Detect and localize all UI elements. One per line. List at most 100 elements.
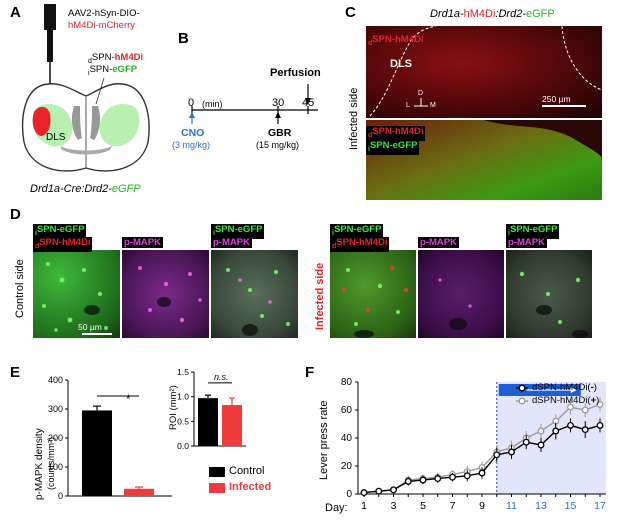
micrograph-d-control-egfp <box>33 250 120 338</box>
syringe-barrel-icon <box>47 30 53 62</box>
f-point <box>567 421 574 429</box>
f-point <box>567 403 574 411</box>
f-y-tick-label: 0 <box>346 489 352 500</box>
f-y-tick-label: 40 <box>341 433 353 444</box>
f-legend-pos-marker <box>518 397 526 405</box>
micrograph-d-control-pmapk <box>122 250 209 338</box>
orient-m: M <box>430 102 436 109</box>
f-x-tick-label: 7 <box>450 500 456 512</box>
gbr-label: GBR <box>268 127 292 139</box>
panel-label-a: A <box>10 4 21 21</box>
tag-d-i1-egfp: iSPN-eGFP <box>330 224 384 239</box>
scale-c: 250 µm <box>542 94 571 104</box>
tag-d-c2-pmapk: p-MAPK <box>122 237 163 248</box>
t30-label: 30 <box>272 97 285 109</box>
f-point <box>390 486 397 494</box>
ispn-label: iSPN-eGFP <box>88 64 138 77</box>
f-x-tick-label: 11 <box>506 500 517 512</box>
e-left-ylabel-2: (counts/mm²) <box>46 436 56 490</box>
f-cno-label: CNO <box>446 381 469 392</box>
f-y-tick-label: 60 <box>341 405 353 416</box>
f-point <box>596 400 604 408</box>
e-right-bar <box>198 398 218 446</box>
f-cno-arrowhead-icon <box>570 387 577 393</box>
time-unit: (min) <box>202 99 223 109</box>
f-xlabel: Day: <box>325 502 348 514</box>
tag-c-top: dSPN-hM4Di <box>368 34 424 47</box>
tag-d-i3-egfp: iSPN-eGFP <box>506 224 560 239</box>
f-point <box>596 421 604 429</box>
f-point <box>360 489 368 497</box>
ventricle-left-icon <box>71 106 82 140</box>
f-point <box>404 477 412 485</box>
micrograph-d-infected-merge2 <box>506 250 592 338</box>
f-y-tick-label: 80 <box>341 377 353 388</box>
micrograph-d-infected-merge1 <box>330 250 416 338</box>
ventricle-right-icon <box>90 106 101 140</box>
chart-e-left: 0 100 200 300 400 <box>48 375 172 501</box>
f-x-tick-label: 15 <box>565 500 577 512</box>
dls-label: DLS <box>46 132 66 143</box>
control-side-label: Control side <box>14 259 26 318</box>
panel-label-e: E <box>10 364 21 381</box>
syringe-body-icon <box>44 4 56 30</box>
micrograph-d-control-merge <box>211 250 298 338</box>
virus-label-2: hM4Di-mCherry <box>68 20 136 31</box>
tag-d-i2-pmapk: p-MAPK <box>418 237 459 248</box>
tag-d-c3-pmapk: p-MAPK <box>211 237 252 248</box>
f-point <box>552 427 560 435</box>
micrograph-c-top: DLS D L M 250 µm <box>366 26 602 118</box>
infected-side-label: Infected side <box>348 87 360 150</box>
e-left-tick-label: 300 <box>48 404 63 414</box>
orient-l: L <box>406 102 410 109</box>
e-left-sig: * <box>126 392 131 406</box>
f-y-tick-label: 20 <box>341 461 353 472</box>
panel-label-c: C <box>345 4 356 21</box>
legend-control-label: Control <box>229 465 265 477</box>
f-x-tick-label: 13 <box>535 500 547 512</box>
t0-label: 0 <box>188 97 195 109</box>
tag-d-i3-pmapk: p-MAPK <box>506 237 547 248</box>
corpus-icon <box>60 146 112 155</box>
e-right-tick-label: 0.0 <box>177 441 189 451</box>
e-left-tick-label: 0 <box>58 491 63 501</box>
e-left-tick-label: 400 <box>48 375 63 385</box>
f-point <box>478 469 486 477</box>
f-x-tick-label: 9 <box>479 500 485 512</box>
f-legend-pos: dSPN-hM4Di(+) <box>532 395 600 406</box>
f-ylabel: Lever press rate <box>318 400 330 480</box>
micrograph-d-infected-pmapk <box>418 250 504 338</box>
e-left-ylabel-1: p-MAPK density <box>34 428 45 500</box>
f-point <box>581 406 589 414</box>
e-left-tick-label: 100 <box>48 462 63 472</box>
brain-injection-schematic <box>21 4 150 172</box>
f-point <box>581 426 589 434</box>
dls-c-label: DLS <box>390 58 412 70</box>
chart-e-right: 0.0 0.5 1.0 1.5 <box>177 367 246 451</box>
f-cno-shade <box>496 382 606 494</box>
panel-label-d: D <box>10 206 21 223</box>
f-legend-neg: dSPN-hM4Di(-) <box>532 382 597 393</box>
orient-d: D <box>418 90 424 97</box>
f-point <box>419 476 427 484</box>
scale-d: 50 µm <box>78 322 102 332</box>
tag-c-bottom-2: iSPN-eGFP <box>366 140 420 155</box>
mouse-line-label: Drd1a-Cre:Drd2-eGFP <box>30 183 141 195</box>
injection-site-icon <box>32 106 51 136</box>
tag-d-c3-egfp: iSPN-eGFP <box>211 224 265 239</box>
timeline <box>189 84 318 124</box>
gbr-dose: (15 mg/kg) <box>256 140 300 150</box>
legend-infected-swatch <box>209 483 225 493</box>
e-right-tick-label: 1.5 <box>177 367 189 377</box>
infected-side-d-label: Infected side <box>314 262 326 330</box>
tag-d-c1-egfp: iSPN-eGFP <box>33 224 87 239</box>
f-point <box>522 438 530 446</box>
e-right-tick-label: 1.0 <box>177 392 189 402</box>
tag-c-bottom-1: dSPN-hM4Di <box>366 126 426 141</box>
f-x-tick-label: 1 <box>361 500 367 512</box>
striatum-right-icon <box>99 104 140 147</box>
e-right-bar <box>222 405 242 446</box>
f-x-tick-label: 5 <box>420 500 426 512</box>
panel-c-title: Drd1a-hM4Di:Drd2-eGFP <box>430 8 555 20</box>
